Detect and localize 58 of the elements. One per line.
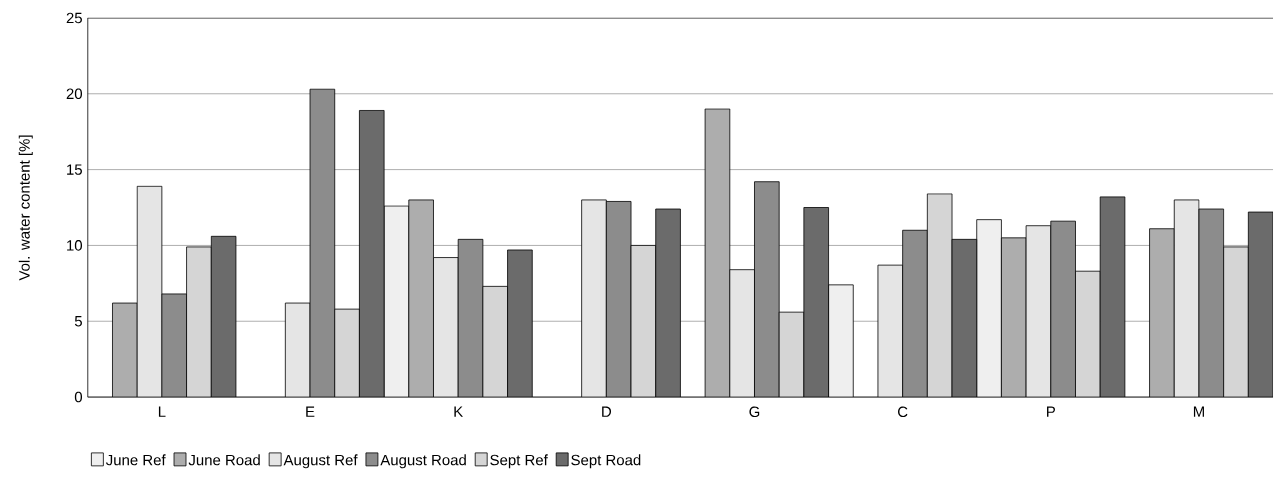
- bar: [927, 193, 953, 398]
- legend-label: June Road: [188, 454, 260, 466]
- bar: [408, 199, 434, 398]
- y-tick-label: 10: [67, 240, 83, 251]
- bar: [433, 257, 459, 398]
- bar: [1149, 228, 1175, 398]
- bar: [359, 110, 385, 398]
- bar: [334, 309, 360, 398]
- bar: [754, 181, 780, 398]
- bar: [507, 250, 533, 398]
- bar: [1247, 211, 1274, 398]
- bar: [803, 207, 829, 398]
- bar: [705, 109, 730, 398]
- bar: [211, 236, 236, 398]
- x-tick-label: L: [158, 406, 166, 417]
- y-axis-title: Vol. water content [%]: [18, 135, 33, 281]
- legend-label: August Road: [380, 454, 466, 469]
- bar: [482, 286, 508, 398]
- legend-label: June Ref: [105, 454, 166, 466]
- bar: [1001, 237, 1027, 398]
- x-tick-label: D: [602, 406, 612, 417]
- bar: [1050, 221, 1076, 398]
- x-tick-label: M: [1193, 406, 1204, 417]
- x-tick-label: C: [898, 406, 908, 418]
- y-tick-label: 25: [66, 12, 82, 24]
- x-tick-label: G: [749, 406, 760, 418]
- bar: [1223, 246, 1249, 398]
- bar: [1026, 225, 1051, 398]
- bar: [729, 269, 755, 398]
- bar: [285, 303, 311, 398]
- bar: [1075, 271, 1101, 398]
- bar: [186, 247, 212, 398]
- y-tick-label: 20: [66, 88, 83, 100]
- y-tick-label: 5: [74, 316, 82, 327]
- y-tick-label: 0: [74, 391, 83, 403]
- bar: [877, 265, 903, 398]
- x-tick-label: K: [454, 406, 463, 417]
- bar: [161, 294, 187, 398]
- bar: [779, 312, 804, 398]
- bar: [655, 209, 681, 398]
- y-tick-label: 15: [67, 164, 82, 175]
- bar: [631, 245, 656, 398]
- bar: [1100, 196, 1125, 398]
- bar: [952, 239, 977, 398]
- bar: [458, 239, 483, 398]
- bar: [1173, 199, 1200, 398]
- legend-label: Sept Road: [571, 454, 641, 469]
- bar: [902, 230, 928, 398]
- legend-label: August Ref: [283, 454, 358, 469]
- bar: [1198, 208, 1225, 398]
- bar: [112, 303, 138, 398]
- legend-label: Sept Ref: [490, 454, 548, 469]
- bar: [606, 201, 632, 398]
- x-tick-label: E: [306, 406, 315, 417]
- bar: [310, 89, 335, 398]
- x-tick-label: P: [1047, 406, 1055, 417]
- bar: [581, 199, 607, 398]
- bar: [137, 186, 162, 398]
